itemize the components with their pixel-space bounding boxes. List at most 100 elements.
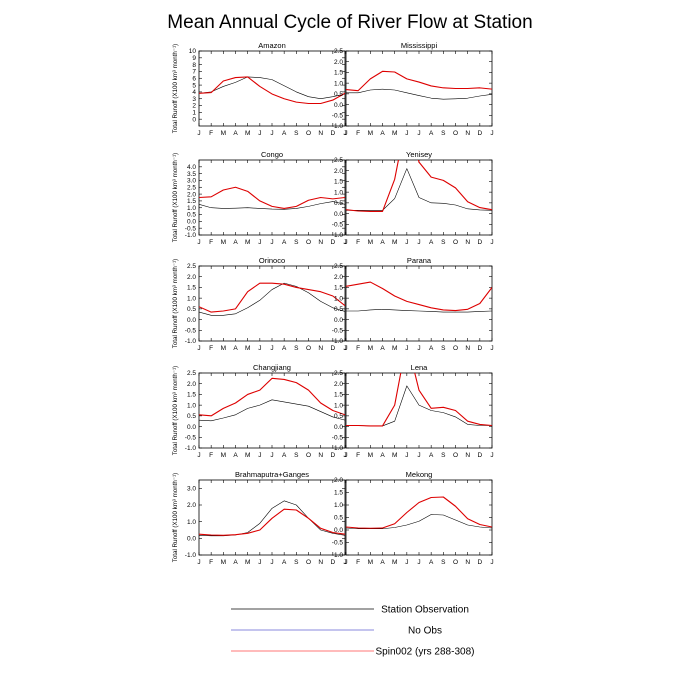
x-tick-label: F	[356, 130, 360, 137]
x-tick-label: J	[344, 239, 347, 246]
x-tick-label: J	[258, 345, 261, 352]
x-tick-label: J	[270, 559, 273, 566]
x-tick-label: M	[221, 130, 226, 137]
x-tick-label: O	[453, 559, 458, 566]
x-tick-label: J	[490, 452, 493, 459]
x-tick-label: M	[392, 452, 397, 459]
y-tick-label: 0	[192, 116, 196, 123]
x-tick-label: M	[368, 345, 373, 352]
y-tick-label: 0.0	[334, 102, 343, 109]
model-line	[199, 186, 345, 209]
y-tick-label: 2.5	[334, 263, 343, 270]
y-tick-label: 0.0	[334, 211, 343, 218]
panel-frame	[198, 50, 346, 127]
y-tick-label: -0.5	[332, 434, 344, 441]
x-tick-label: S	[294, 452, 299, 459]
x-tick-label: N	[318, 239, 323, 246]
panel-frame	[345, 479, 493, 556]
y-tick-label: 6	[192, 75, 196, 82]
y-tick-label: 1.5	[187, 198, 196, 205]
y-tick-label: 10	[189, 48, 197, 55]
x-tick-label: S	[294, 239, 299, 246]
model-line	[199, 282, 345, 313]
x-tick-label: J	[417, 345, 420, 352]
x-tick-label: M	[368, 130, 373, 137]
y-tick-label: 2.0	[187, 381, 196, 388]
x-tick-label: M	[368, 559, 373, 566]
y-tick-label: 1.0	[187, 402, 196, 409]
panel-title: Orinoco	[259, 256, 285, 265]
x-tick-label: A	[429, 452, 434, 459]
x-tick-label: J	[344, 452, 347, 459]
x-tick-label: M	[221, 239, 226, 246]
x-tick-label: J	[197, 559, 200, 566]
x-tick-label: J	[417, 559, 420, 566]
x-tick-label: F	[356, 452, 360, 459]
x-tick-label: N	[465, 559, 470, 566]
model-line	[346, 281, 492, 312]
x-tick-label: J	[197, 345, 200, 352]
panel-5: Orinoco-1.0-0.50.00.51.01.52.02.5J F M A M J J…	[172, 256, 347, 352]
x-tick-label: D	[477, 345, 482, 352]
y-tick-label: 4.0	[187, 164, 196, 171]
y-axis-label: Total Runoff (X100 km³ month⁻¹)	[172, 366, 179, 455]
x-tick-label: J	[343, 345, 346, 352]
x-tick-label: A	[380, 452, 385, 459]
y-tick-label: -1.0	[185, 552, 197, 559]
obs-line	[346, 308, 492, 313]
x-tick-label: J	[258, 130, 261, 137]
y-tick-label: 1.0	[334, 189, 343, 196]
x-tick-label: M	[221, 559, 226, 566]
y-tick-label: 1.5	[334, 490, 343, 497]
y-tick-label: 2.5	[334, 157, 343, 164]
panel-frame	[198, 479, 346, 556]
x-tick-label: A	[233, 559, 238, 566]
x-tick-label: M	[221, 452, 226, 459]
x-tick-label: F	[209, 345, 213, 352]
x-tick-label: J	[258, 452, 261, 459]
y-tick-label: 0.0	[187, 219, 196, 226]
y-tick-label: 1.5	[334, 285, 343, 292]
y-tick-label: 0.5	[334, 515, 343, 522]
y-tick-label: 1.5	[334, 70, 343, 77]
x-tick-label: D	[477, 130, 482, 137]
y-tick-label: 0.5	[187, 212, 196, 219]
y-tick-label: 2.0	[334, 381, 343, 388]
y-tick-label: 2.5	[334, 370, 343, 377]
y-tick-label: -1.0	[185, 445, 197, 452]
x-tick-label: J	[417, 239, 420, 246]
y-tick-label: 2.5	[187, 370, 196, 377]
y-tick-label: 1	[192, 110, 196, 117]
x-tick-label: N	[465, 345, 470, 352]
legend: Station Observation No Obs Spin002 (yrs 28…	[231, 605, 474, 658]
y-tick-label: 3	[192, 96, 196, 103]
y-tick-label: 2	[192, 103, 196, 110]
x-tick-label: N	[318, 345, 323, 352]
x-tick-label: N	[465, 452, 470, 459]
y-tick-label: 0.5	[187, 413, 196, 420]
panel-9: Brahmaputra+Ganges-1.00.01.02.03.0J F M A M J…	[172, 470, 347, 566]
x-tick-label: J	[405, 345, 408, 352]
model-line	[199, 377, 345, 417]
panel-4: Yenisey-1.0-0.50.00.51.01.52.02.5J F M A M J J…	[332, 150, 494, 246]
x-tick-label: S	[441, 452, 446, 459]
x-tick-label: D	[330, 239, 335, 246]
x-tick-label: O	[453, 239, 458, 246]
x-tick-label: J	[258, 559, 261, 566]
x-tick-label: M	[392, 130, 397, 137]
y-tick-label: 1.0	[187, 205, 196, 212]
x-tick-label: M	[392, 345, 397, 352]
obs-line	[346, 385, 492, 427]
x-tick-label: D	[477, 239, 482, 246]
y-axis-label: Total Runoff (X100 km³ month⁻¹)	[172, 473, 179, 562]
x-tick-label: O	[453, 452, 458, 459]
legend-label-1: Station Observation	[381, 605, 469, 616]
panel-frame	[345, 265, 493, 342]
y-tick-label: 4	[192, 89, 196, 96]
y-tick-label: 0.0	[187, 317, 196, 324]
y-axis-label: Total Runoff (X100 km³ month⁻¹)	[172, 44, 179, 133]
x-tick-label: O	[453, 130, 458, 137]
x-tick-label: M	[392, 559, 397, 566]
